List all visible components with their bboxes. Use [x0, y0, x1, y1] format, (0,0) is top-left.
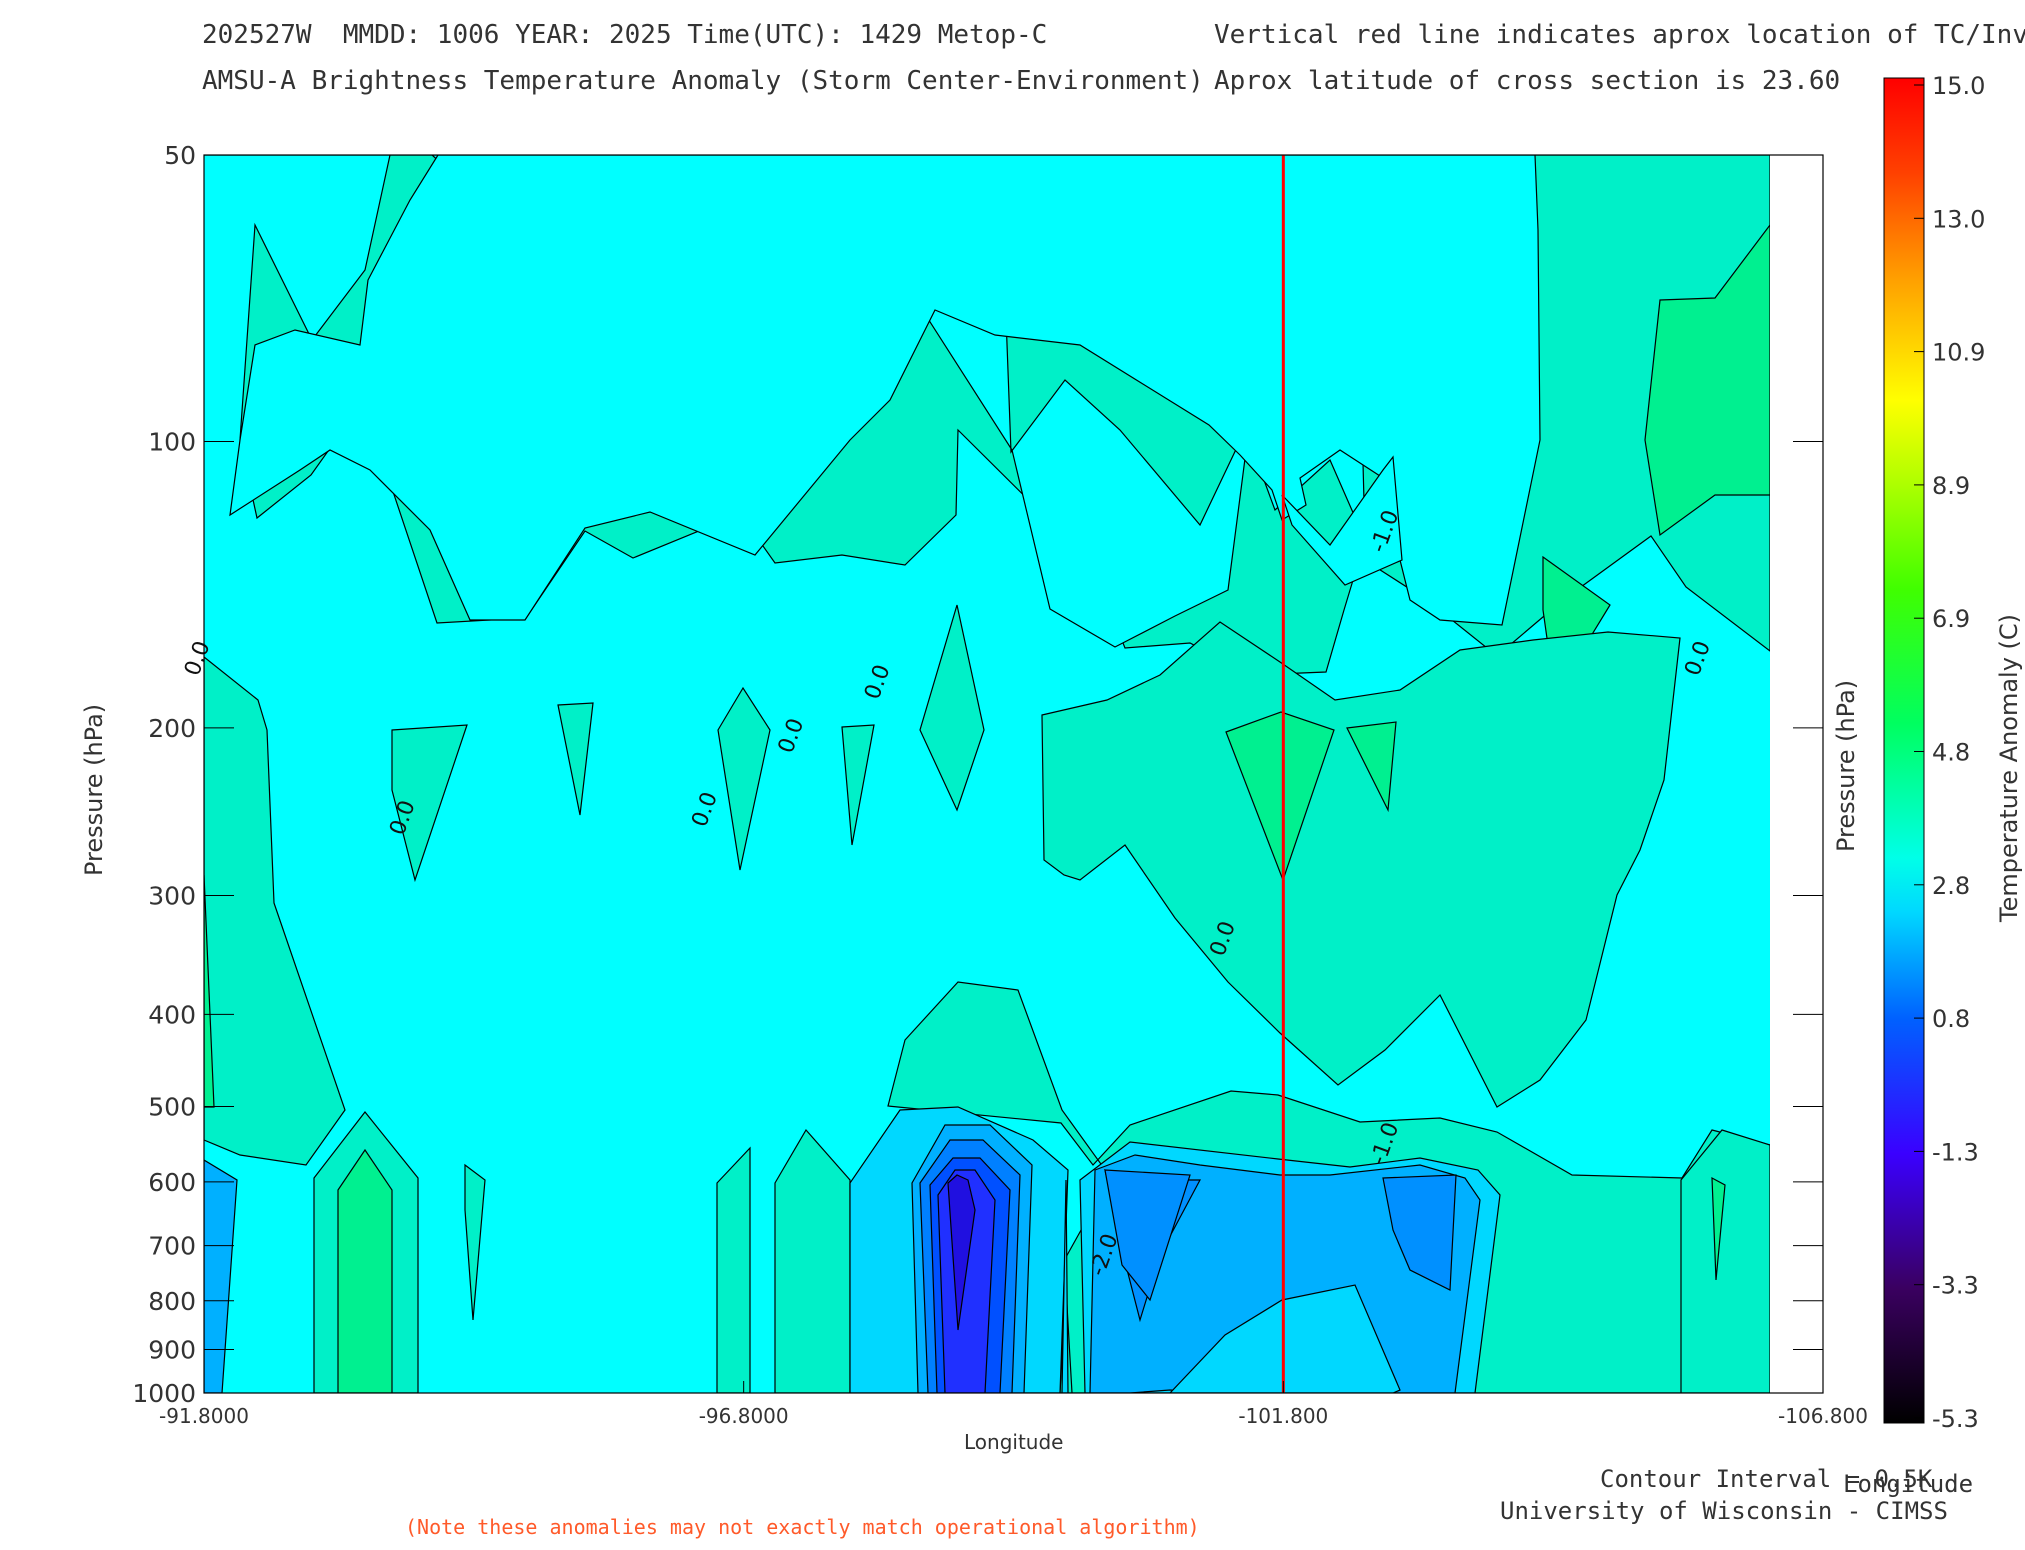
contour-cold-core-6 — [947, 1174, 976, 1331]
disclaimer-note: (Note these anomalies may not exactly ma… — [405, 1515, 1200, 1539]
y-tick-label: 600 — [148, 1168, 196, 1197]
colorbar-tick-label: 8.9 — [1932, 472, 1970, 500]
header-line1-right: Vertical red line indicates aprox locati… — [1214, 20, 2025, 50]
x-tick-label: -106.800 — [1778, 1404, 1868, 1428]
contour-left-bottom-blue — [204, 1159, 238, 1393]
header-line2-right: Aprox latitude of cross section is 23.60 — [1214, 66, 1841, 96]
colorbar-tick-label: 13.0 — [1932, 205, 1985, 233]
contour-lower-green-spike-1 — [464, 1163, 486, 1321]
y-axis-label-right: Pressure (hPa) — [1832, 679, 1860, 852]
contour-cold-minus2-right — [1382, 1174, 1457, 1291]
institution-text: University of Wisconsin - CIMSS — [1500, 1497, 1948, 1525]
x-axis-label: Longitude — [964, 1430, 1064, 1454]
colorbar-tick-label: -1.3 — [1932, 1138, 1979, 1166]
x-axis-label-right: Longitude — [1843, 1470, 1974, 1498]
contour-lower-right-green — [1680, 1129, 1770, 1393]
contour-cold-minus1-upper — [1281, 455, 1403, 586]
x-tick-label: -91.8000 — [159, 1404, 249, 1428]
header-line1-left: 202527W MMDD: 1006 YEAR: 2025 Time(UTC):… — [202, 20, 1048, 50]
plot-frame — [203, 154, 1824, 1394]
y-tick-label: 700 — [148, 1232, 196, 1261]
colorbar-ticks: 15.0 13.0 10.9 8.9 6.9 4.8 2.8 0.8 -1.3 -3.3 -5.3 — [1914, 72, 1985, 1433]
contour-lower-green-spike-3 — [774, 1128, 851, 1393]
contour-storm-green — [1041, 621, 1681, 1108]
y-tick-label: 100 — [148, 427, 196, 456]
contour-right-upper-green — [1644, 224, 1770, 537]
plot-blank-strip — [1770, 155, 1823, 1393]
colorbar — [1883, 77, 1925, 1424]
contour-green-lobe-4 — [841, 724, 875, 846]
colorbar-tick-label: -3.3 — [1932, 1272, 1979, 1300]
colorbar-tick-label: 15.0 — [1932, 72, 1985, 100]
x-axis-ticks: -91.8000 -96.8000 -101.800 -106.800 — [159, 1381, 1868, 1428]
colorbar-tick-label: 0.8 — [1932, 1005, 1970, 1033]
y-axis-ticks: 50 100 200 300 400 500 600 700 800 900 1000 — [132, 141, 1823, 1408]
colorbar-tick-label: -5.3 — [1932, 1405, 1979, 1433]
y-tick-label: 1000 — [132, 1379, 196, 1408]
contour-cold-minus2-blob — [1104, 1169, 1191, 1302]
contour-lower-right-green-dark — [1711, 1176, 1726, 1281]
colorbar-tick-label: 2.8 — [1932, 872, 1970, 900]
colorbar-tick-label: 10.9 — [1932, 339, 1985, 367]
y-tick-label: 400 — [148, 1000, 196, 1029]
contour-storm-green-dark-2 — [1346, 721, 1397, 813]
colorbar-tick-label: 4.8 — [1932, 739, 1970, 767]
x-tick-label: -101.800 — [1238, 1404, 1328, 1428]
colorbar-tick-label: 6.9 — [1932, 605, 1970, 633]
colorbar-label: Temperature Anomaly (C) — [1995, 613, 2023, 922]
y-tick-label: 900 — [148, 1335, 196, 1364]
y-axis-label-left: Pressure (hPa) — [80, 703, 108, 876]
contour-storm-cyan-bottom — [1169, 1284, 1401, 1393]
contour-interval-text: Contour Interval = 0.5K — [1600, 1465, 1933, 1493]
contour-green-lobe-3 — [717, 686, 771, 871]
contour-storm-green-dark — [1225, 711, 1335, 882]
contour-lower-green-spike-2 — [716, 1146, 751, 1393]
y-tick-label: 500 — [148, 1093, 196, 1122]
header-line2-left: AMSU-A Brightness Temperature Anomaly (S… — [202, 66, 1204, 96]
y-tick-label: 50 — [164, 141, 196, 170]
contour-lower-left-green-dark — [337, 1148, 393, 1393]
y-tick-label: 300 — [148, 881, 196, 910]
contour-green-lobe-2 — [557, 702, 594, 816]
contour-left-mid-green — [204, 656, 346, 1166]
y-tick-label: 800 — [148, 1287, 196, 1316]
x-tick-label: -96.8000 — [699, 1404, 789, 1428]
contour-green-lobe-1 — [391, 724, 468, 883]
contour-green-lobe-5 — [919, 604, 985, 812]
y-tick-label: 200 — [148, 714, 196, 743]
contour-cold-core-7 — [1061, 1179, 1069, 1393]
